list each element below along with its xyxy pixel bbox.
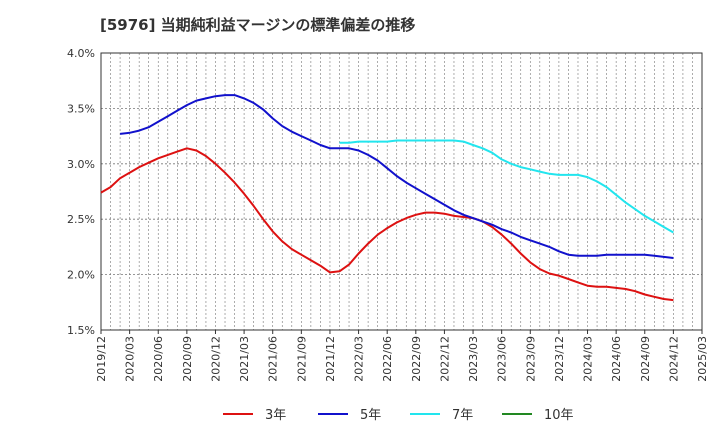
x-tick-label: 2023/09 bbox=[524, 336, 537, 382]
series-lines bbox=[100, 94, 674, 302]
x-tick-label: 2024/09 bbox=[639, 336, 652, 382]
legend-label-2: 7年 bbox=[452, 408, 473, 423]
x-tick-label: 2021/09 bbox=[295, 336, 308, 382]
y-tick-label: 2.5% bbox=[67, 213, 95, 226]
series-line-2 bbox=[339, 139, 674, 234]
chart-title: [5976] 当期純利益マージンの標準偏差の推移 bbox=[100, 16, 416, 34]
y-tick-label: 4.0% bbox=[67, 47, 95, 60]
x-tick-label: 2020/06 bbox=[152, 336, 165, 382]
x-tick-label: 2020/12 bbox=[209, 336, 222, 382]
y-tick-label: 1.5% bbox=[67, 324, 95, 337]
x-tick-label: 2023/12 bbox=[553, 336, 566, 382]
x-tick-label: 2022/03 bbox=[353, 336, 366, 382]
x-tick-label: 2024/06 bbox=[610, 336, 623, 382]
x-tick-label: 2020/03 bbox=[124, 336, 137, 382]
y-tick-label: 2.0% bbox=[67, 269, 95, 282]
legend-label-1: 5年 bbox=[360, 408, 381, 423]
x-tick-label: 2024/03 bbox=[582, 336, 595, 382]
x-tick-label: 2021/06 bbox=[267, 336, 280, 382]
x-tick-label: 2020/09 bbox=[181, 336, 194, 382]
x-tick-label: 2023/03 bbox=[467, 336, 480, 382]
legend: 3年 5年 7年 10年 bbox=[223, 408, 574, 423]
series-line-0 bbox=[100, 147, 674, 302]
legend-label-0: 3年 bbox=[265, 408, 286, 423]
x-tick-label: 2024/12 bbox=[667, 336, 680, 382]
x-tick-label: 2021/03 bbox=[238, 336, 251, 382]
series-line-1 bbox=[119, 94, 674, 259]
y-tick-label: 3.5% bbox=[67, 102, 95, 115]
x-axis-ticks: 2019/12 2020/03 2020/06 2020/09 2020/12 2021/… bbox=[95, 330, 709, 382]
y-axis-ticks: 1.5% 2.0% 2.5% 3.0% 3.5% 4.0% bbox=[67, 47, 95, 337]
y-tick-label: 3.0% bbox=[67, 158, 95, 171]
x-tick-label: 2019/12 bbox=[95, 336, 108, 382]
legend-label-3: 10年 bbox=[544, 408, 574, 423]
x-tick-label: 2021/12 bbox=[324, 336, 337, 382]
x-tick-label: 2025/03 bbox=[696, 336, 709, 382]
x-tick-label: 2023/06 bbox=[496, 336, 509, 382]
x-tick-label: 2022/12 bbox=[438, 336, 451, 382]
x-tick-label: 2022/09 bbox=[410, 336, 423, 382]
x-tick-label: 2022/06 bbox=[381, 336, 394, 382]
